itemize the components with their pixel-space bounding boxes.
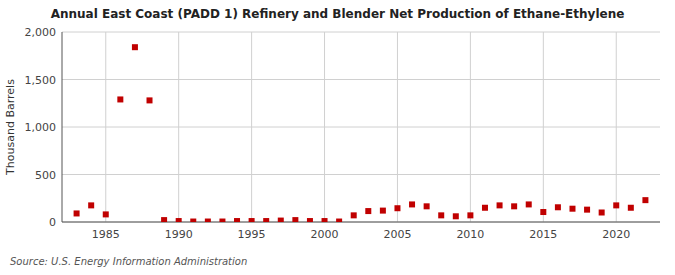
x-tick-label: 1985 <box>92 228 120 241</box>
y-grid-line <box>62 79 660 80</box>
x-tick-label: 2010 <box>456 228 484 241</box>
y-grid-line <box>62 222 660 223</box>
y-grid-line <box>62 174 660 175</box>
y-grid-line <box>62 127 660 128</box>
point <box>642 197 648 203</box>
x-grid-line <box>470 32 471 222</box>
point <box>190 219 196 222</box>
point <box>380 208 386 214</box>
point <box>467 212 473 218</box>
chart: Annual East Coast (PADD 1) Refinery and … <box>0 0 675 275</box>
point <box>205 219 211 222</box>
point <box>351 212 357 218</box>
y-tick-label: 1,500 <box>25 74 57 87</box>
point <box>307 218 313 222</box>
point <box>569 206 575 212</box>
x-grid-line <box>543 32 544 222</box>
y-axis-line <box>62 32 63 222</box>
x-tick-label: 2000 <box>311 228 339 241</box>
point <box>628 205 634 211</box>
x-tick-label: 1995 <box>238 228 266 241</box>
x-axis-line <box>62 222 660 223</box>
point <box>103 211 109 217</box>
point <box>438 212 444 218</box>
x-grid-line <box>616 32 617 222</box>
point <box>74 210 80 216</box>
point <box>453 213 459 219</box>
point <box>511 203 517 209</box>
x-grid-line <box>251 32 252 222</box>
point <box>322 218 328 222</box>
point <box>176 218 182 222</box>
y-tick-label: 500 <box>35 169 56 182</box>
y-grid-line <box>62 32 660 33</box>
point <box>147 97 153 103</box>
point <box>613 202 619 208</box>
point <box>365 208 371 214</box>
x-grid-line <box>178 32 179 222</box>
x-tick-label: 1990 <box>165 228 193 241</box>
point <box>132 44 138 50</box>
point <box>234 218 240 222</box>
point <box>219 219 225 222</box>
x-grid-line <box>324 32 325 222</box>
source-note: Source: U.S. Energy Information Administ… <box>10 256 247 267</box>
point <box>278 218 284 222</box>
y-axis-label: Thousand Barrels <box>4 79 17 176</box>
points <box>74 44 649 222</box>
point <box>161 217 167 222</box>
point <box>336 219 342 222</box>
point <box>540 209 546 215</box>
title: Annual East Coast (PADD 1) Refinery and … <box>51 7 625 21</box>
point <box>599 210 605 216</box>
point <box>292 217 298 222</box>
point <box>88 202 94 208</box>
point <box>584 207 590 213</box>
point <box>263 218 269 222</box>
y-tick-label: 1,000 <box>25 121 57 134</box>
x-grid-line <box>397 32 398 222</box>
y-tick-label: 0 <box>49 216 56 229</box>
point <box>482 205 488 211</box>
point <box>526 201 532 207</box>
point <box>249 218 255 222</box>
point <box>424 203 430 209</box>
point <box>117 96 123 102</box>
x-tick-label: 2015 <box>529 228 557 241</box>
point <box>555 204 561 210</box>
x-tick-label: 2005 <box>383 228 411 241</box>
grid <box>62 32 660 222</box>
x-grid-line <box>105 32 106 222</box>
point <box>409 201 415 207</box>
point <box>497 202 503 208</box>
y-tick-label: 2,000 <box>25 26 57 39</box>
point <box>394 205 400 211</box>
x-tick-label: 2020 <box>602 228 630 241</box>
